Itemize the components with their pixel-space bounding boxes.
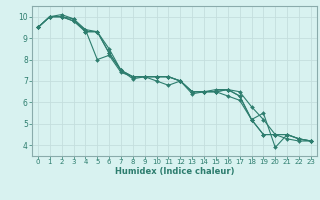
X-axis label: Humidex (Indice chaleur): Humidex (Indice chaleur) bbox=[115, 167, 234, 176]
